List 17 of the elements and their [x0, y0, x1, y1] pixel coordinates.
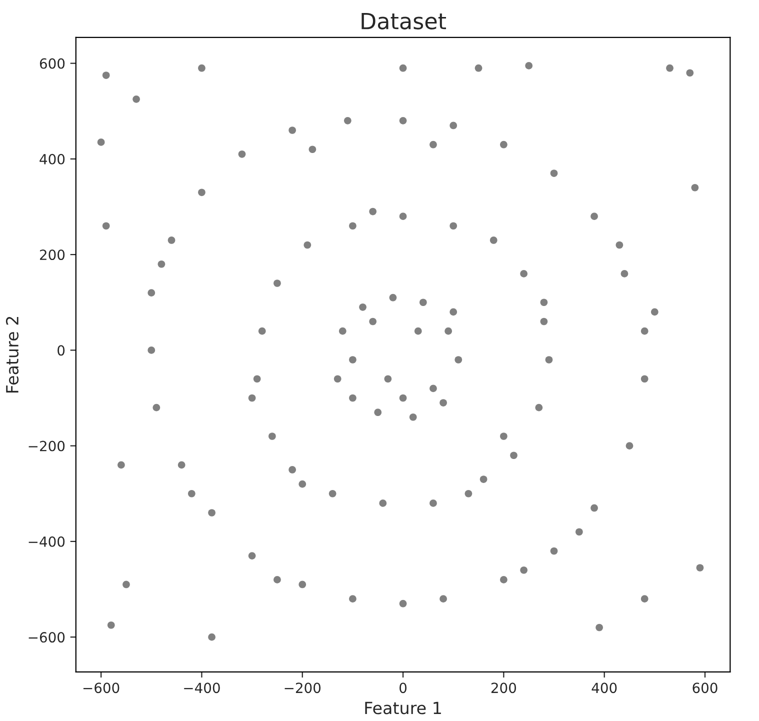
x-axis-title: Feature 1 — [365, 702, 441, 714]
x-tick-label: 600 — [692, 682, 718, 694]
y-tick-label: −200 — [28, 440, 65, 452]
y-tick-label: 400 — [40, 154, 65, 164]
y-tick-label: −400 — [28, 536, 65, 547]
x-tick-label: −400 — [184, 682, 220, 694]
y-tick-label: −600 — [28, 632, 65, 643]
x-tick-label: 200 — [491, 682, 516, 694]
x-tick-label: −600 — [83, 682, 120, 694]
x-tick-label: −200 — [284, 682, 321, 694]
y-tick-label: 600 — [40, 58, 65, 69]
chart-title: Dataset — [362, 12, 446, 30]
x-tick-label: 0 — [400, 682, 407, 694]
y-axis-title: Feature 2 — [6, 316, 19, 393]
y-tick-label: 200 — [40, 250, 65, 260]
y-tick-label: 0 — [58, 345, 65, 356]
x-tick-label: 400 — [592, 682, 617, 694]
